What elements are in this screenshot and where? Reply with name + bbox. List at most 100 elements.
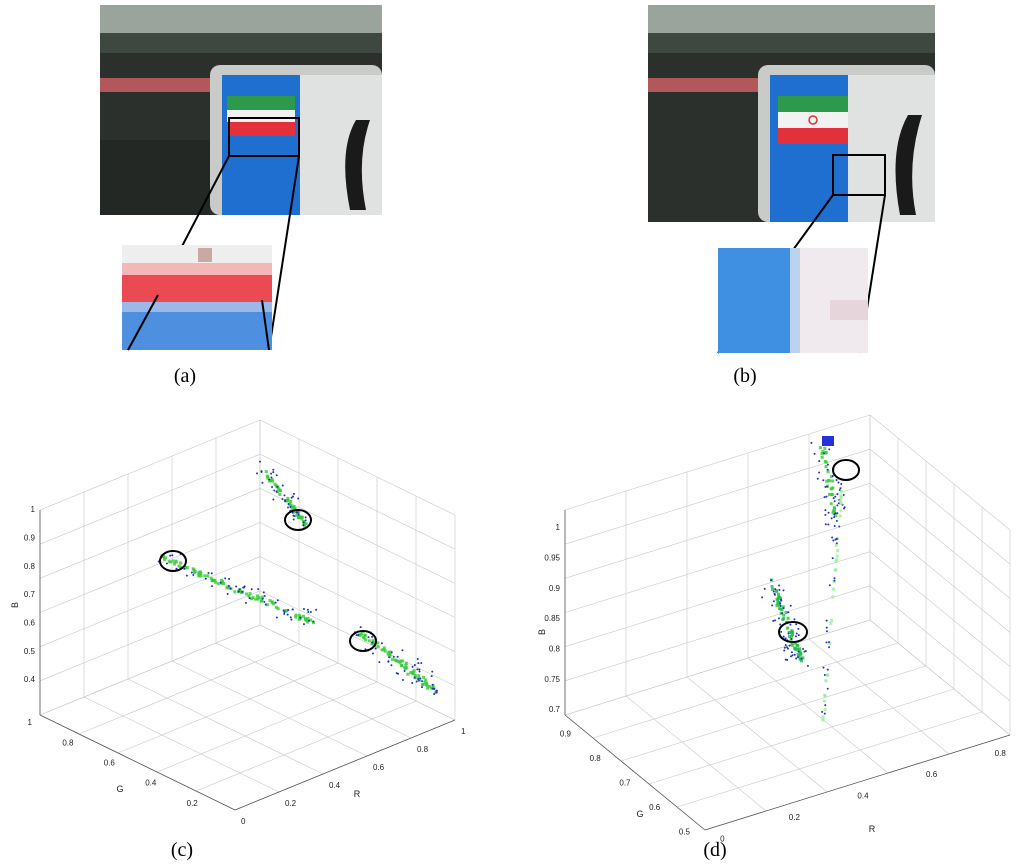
cluster-point <box>302 607 305 610</box>
cluster-point <box>238 588 241 591</box>
cluster-point <box>826 687 829 690</box>
cluster-point <box>297 513 300 516</box>
cluster-point <box>763 587 766 590</box>
cluster-point <box>250 588 253 591</box>
cluster-point <box>276 490 280 494</box>
cluster-point <box>777 595 781 599</box>
cluster-point <box>784 658 787 661</box>
cluster-point <box>397 672 400 675</box>
wall-grid <box>39 522 261 613</box>
wall-grid <box>564 551 871 647</box>
cluster-point <box>834 512 837 515</box>
cluster-point <box>268 478 271 481</box>
cluster-point <box>836 493 839 496</box>
cluster-point <box>838 525 841 528</box>
axis-line <box>704 734 1011 831</box>
cluster-point <box>787 611 790 614</box>
cluster-point <box>281 484 284 487</box>
cluster-point <box>823 694 827 698</box>
cluster-point <box>828 642 832 646</box>
cluster-point <box>276 599 279 602</box>
cluster-point <box>774 589 778 593</box>
photo-b <box>648 5 935 354</box>
z-tick-label: 0.4 <box>24 675 36 684</box>
cluster-point <box>396 655 399 658</box>
cluster-point <box>789 623 792 626</box>
cluster-point <box>264 603 267 606</box>
z-tick-label: 0.9 <box>549 584 561 593</box>
cluster-point <box>835 537 838 540</box>
cluster-point <box>260 598 264 602</box>
cluster-point <box>163 557 167 561</box>
cluster-point <box>270 478 274 482</box>
cluster-point <box>224 577 227 580</box>
cluster-point <box>422 675 426 679</box>
cluster-point <box>824 450 828 454</box>
cluster-point <box>781 617 785 621</box>
wall-grid <box>259 624 456 721</box>
cluster-point <box>823 446 827 450</box>
cluster-point <box>833 513 836 516</box>
floor-grid <box>215 642 412 739</box>
cluster-point <box>839 496 843 500</box>
cluster-point <box>304 522 308 526</box>
cluster-point <box>797 634 800 637</box>
cluster-point <box>830 493 834 497</box>
cluster-point <box>790 631 794 635</box>
cluster-point <box>271 479 275 483</box>
wall-grid <box>564 414 871 511</box>
cluster-point <box>793 618 796 621</box>
cluster-point <box>833 509 837 513</box>
cluster-point <box>378 661 381 664</box>
floor-grid <box>156 681 378 773</box>
cluster-point <box>421 686 424 689</box>
cluster-point <box>272 468 275 471</box>
cluster-point <box>292 492 295 495</box>
cluster-point <box>426 686 430 690</box>
cluster-point <box>777 596 781 600</box>
cluster-point <box>421 680 424 683</box>
cluster-point <box>296 511 299 514</box>
cluster-point <box>244 601 247 604</box>
x-tick-label: 0 <box>720 834 725 843</box>
cluster-point <box>780 599 783 602</box>
caption-a: (a) <box>174 365 196 387</box>
photo-a <box>100 5 382 351</box>
z-axis-label: B <box>10 602 20 608</box>
cluster-point <box>283 494 286 497</box>
cluster-point <box>257 596 261 600</box>
cluster-point <box>284 609 288 613</box>
cluster-point <box>261 597 264 600</box>
x-tick-label: 1 <box>461 727 466 736</box>
z-tick-label: 0.8 <box>24 562 36 571</box>
cluster-point <box>824 513 827 516</box>
cluster-point <box>387 660 390 663</box>
cluster-point <box>276 607 280 611</box>
cluster-point <box>221 580 225 584</box>
cluster-point <box>417 679 420 682</box>
cluster-point <box>822 479 825 482</box>
cluster-point <box>169 560 173 564</box>
cluster-point <box>821 449 825 453</box>
cluster-point <box>390 657 394 661</box>
cluster-point <box>418 668 421 671</box>
cluster-point <box>404 663 408 667</box>
cluster-point <box>401 659 405 663</box>
z-tick-label: 0.95 <box>544 553 560 562</box>
cluster-point <box>431 670 434 673</box>
highlight-ellipse <box>159 550 187 572</box>
cluster-point <box>826 668 829 671</box>
y-tick-label: 0.6 <box>104 758 116 767</box>
cluster-point <box>771 604 774 607</box>
cluster-point <box>419 677 422 680</box>
wall-grid <box>564 483 871 579</box>
cluster-point <box>834 560 838 564</box>
cluster-point <box>311 621 315 625</box>
wall-grid <box>39 488 261 579</box>
cluster-point <box>297 510 301 514</box>
cluster-point <box>371 652 374 655</box>
cluster-point <box>774 588 777 591</box>
cluster-point <box>207 571 210 574</box>
cluster-point <box>416 657 419 660</box>
